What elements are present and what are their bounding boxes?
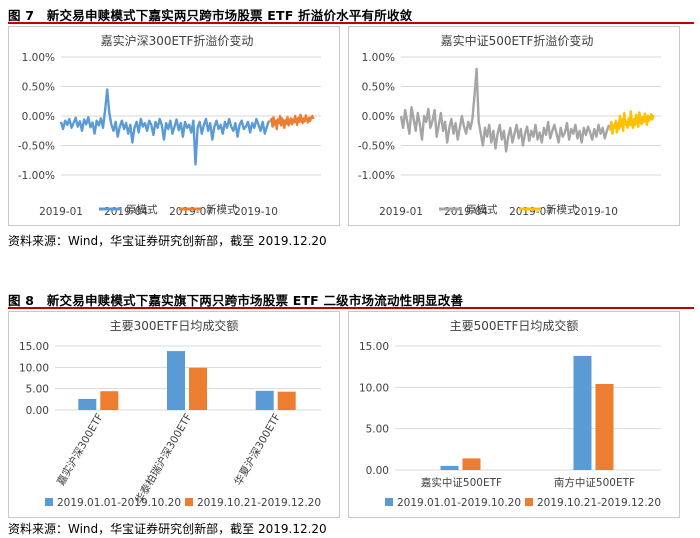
y-tick-label: -0.50% [18, 141, 55, 153]
bar-period-2 [100, 391, 119, 410]
y-tick-label: 5.00 [26, 384, 49, 396]
figure-8-source: 资料来源：Wind，华宝证券研究创新部，截至 2019.12.20 [8, 522, 327, 536]
legend-label: 新模式 [206, 203, 238, 216]
y-tick-label: 0.00 [366, 465, 389, 477]
bar-period-1 [78, 398, 97, 410]
legend-label: 原模式 [126, 203, 158, 216]
figure-7-rule [8, 22, 694, 24]
500etf-volume-chart: 主要500ETF日均成交额 15.00 10.00 5.00 0.00 嘉实中证500ET… [359, 318, 661, 509]
x-category-label: 华夏沪深300ETF [231, 411, 283, 488]
x-category-label: 南方中证500ETF [554, 476, 635, 489]
y-tick-label: 15.00 [359, 341, 389, 353]
chart-title: 主要500ETF日均成交额 [450, 318, 579, 333]
series-line-new-mode [609, 110, 655, 135]
figure-7-title: 图 7 新交易申赎模式下嘉实两只跨市场股票 ETF 折溢价水平有所收敛 [8, 8, 413, 23]
y-tick-label: 0.00 [26, 405, 49, 417]
series-line-original-mode [59, 88, 271, 166]
x-tick-label: 2019-01 [39, 206, 83, 218]
legend-label: 新模式 [546, 203, 578, 216]
300etf-volume-chart: 主要300ETF日均成交额 15.00 10.00 5.00 0.00 嘉实沪深300ET… [19, 318, 321, 509]
y-tick-label: 10.00 [19, 362, 49, 374]
x-tick-label: 2019-10 [574, 206, 618, 218]
legend-swatch [185, 498, 193, 506]
legend-swatch [385, 498, 393, 506]
y-tick-label: 0.00% [362, 111, 395, 123]
legend-label: 原模式 [466, 203, 498, 216]
y-tick-label: 1.00% [22, 52, 55, 64]
y-tick-label: -0.50% [358, 141, 395, 153]
zz500-premium-chart: 嘉实中证500ETF折溢价变动 1.00% 0.50% 0.00% -0.50% -1.0… [358, 33, 661, 218]
y-tick-label: 0.50% [362, 82, 395, 94]
x-tick-label: 2019-01 [379, 206, 423, 218]
series-line-original-mode [399, 67, 611, 153]
bar-period-1 [255, 390, 274, 410]
legend-label: 2019.10.21-2019.12.20 [197, 497, 321, 509]
hs300-premium-chart: 嘉实沪深300ETF折溢价变动 1.00% 0.50% 0.00% -0.50% -1.0… [18, 33, 321, 218]
bar-period-2 [462, 458, 481, 470]
chart-panel-300etf-volume: 主要300ETF日均成交额 15.00 10.00 5.00 0.00 嘉实沪深300ET… [8, 311, 340, 518]
x-category-label: 华泰柏瑞沪深300ETF [132, 411, 194, 506]
bar-period-1 [573, 355, 592, 470]
chart-panel-hs300-premium: 嘉实沪深300ETF折溢价变动 1.00% 0.50% 0.00% -0.50% -1.0… [8, 26, 340, 226]
legend-swatch [45, 498, 53, 506]
chart-panel-zz500-premium: 嘉实中证500ETF折溢价变动 1.00% 0.50% 0.00% -0.50% -1.0… [348, 26, 680, 226]
x-category-label: 嘉实沪深300ETF [54, 411, 106, 488]
y-tick-label: 10.00 [359, 382, 389, 394]
series-line-new-mode [269, 113, 315, 131]
y-tick-label: 1.00% [362, 52, 395, 64]
bar-period-2 [277, 391, 296, 410]
y-tick-label: -1.00% [18, 170, 55, 182]
y-tick-label: -1.00% [358, 170, 395, 182]
chart-panel-500etf-volume: 主要500ETF日均成交额 15.00 10.00 5.00 0.00 嘉实中证500ET… [348, 311, 680, 518]
bar-period-1 [167, 351, 185, 410]
legend-label: 2019.01.01-2019.10.20 [57, 497, 181, 509]
chart-title: 嘉实中证500ETF折溢价变动 [441, 33, 594, 48]
x-category-label: 嘉实中证500ETF [421, 476, 502, 489]
chart-title: 主要300ETF日均成交额 [110, 318, 239, 333]
chart-title: 嘉实沪深300ETF折溢价变动 [101, 33, 254, 48]
figure-7-source: 资料来源：Wind，华宝证券研究创新部，截至 2019.12.20 [8, 234, 327, 248]
figure-8-title: 图 8 新交易申赎模式下嘉实旗下两只跨市场股票 ETF 二级市场流动性明显改善 [8, 293, 464, 308]
x-tick-label: 2019-10 [234, 206, 278, 218]
y-tick-label: 0.00% [22, 111, 55, 123]
bar-period-2 [595, 384, 614, 470]
figure-8-rule [8, 307, 694, 309]
legend-swatch [525, 498, 533, 506]
y-tick-label: 0.50% [22, 82, 55, 94]
legend-label: 2019.10.21-2019.12.20 [537, 497, 661, 509]
bar-period-2 [189, 367, 207, 410]
legend-label: 2019.01.01-2019.10.20 [397, 497, 521, 509]
y-tick-label: 15.00 [19, 341, 49, 353]
y-tick-label: 5.00 [366, 424, 389, 436]
bar-period-1 [440, 465, 459, 470]
